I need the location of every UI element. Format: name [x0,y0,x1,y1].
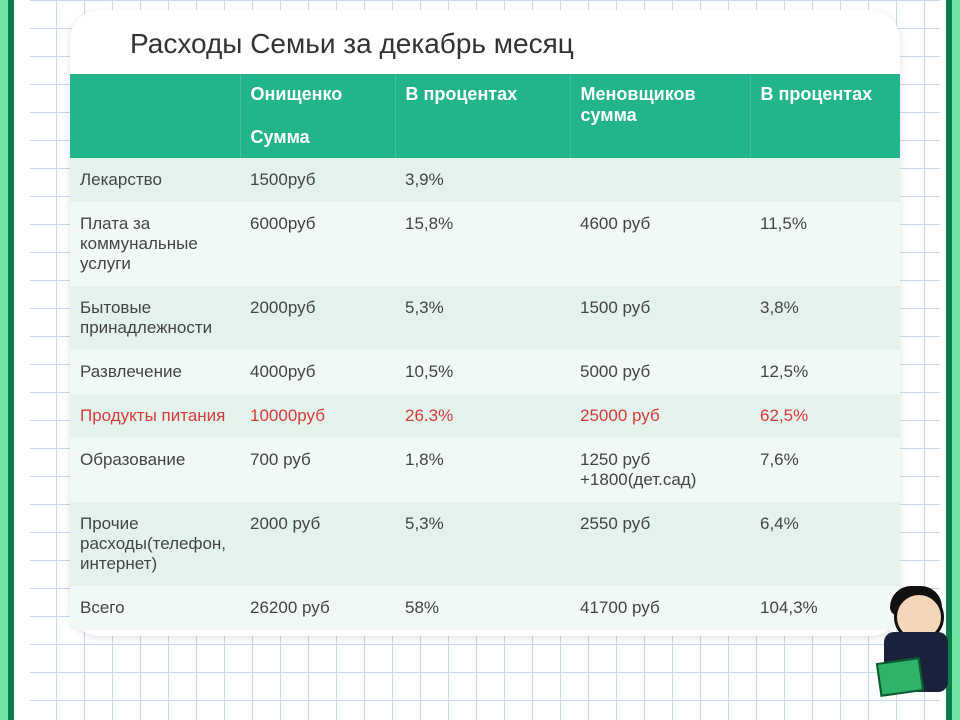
table-cell: 25000 руб [570,394,750,438]
table-cell: 15,8% [395,202,570,286]
table-header: Онищенко Сумма В процентах Меновщиков су… [70,74,900,158]
col-header-top: В процентах [761,84,873,104]
table-cell: 1,8% [395,438,570,502]
table-row: Плата за коммунальные услуги6000руб15,8%… [70,202,900,286]
table-row: Развлечение4000руб10,5%5000 руб12,5% [70,350,900,394]
table-row: Лекарство1500руб3,9% [70,158,900,202]
table-cell: Лекарство [70,158,240,202]
table-row: Всего26200 руб58%41700 руб104,3% [70,586,900,630]
col-header-category [70,74,240,158]
col-header-percent-2: В процентах [750,74,900,158]
table-cell: 6,4% [750,502,900,586]
expenses-table: Онищенко Сумма В процентах Меновщиков су… [70,74,901,630]
table-cell: 12,5% [750,350,900,394]
table-cell: 11,5% [750,202,900,286]
table-cell: 5,3% [395,286,570,350]
table-cell: 26200 руб [240,586,395,630]
table-cell: 2000руб [240,286,395,350]
table-cell: 2550 руб [570,502,750,586]
table-cell: Продукты питания [70,394,240,438]
table-cell: Всего [70,586,240,630]
table-row: Прочие расходы(телефон, интернет)2000 ру… [70,502,900,586]
table-cell: 700 руб [240,438,395,502]
col-header-menovshchikov: Меновщиков сумма [570,74,750,158]
table-row: Образование700 руб1,8%1250 руб +1800(дет… [70,438,900,502]
table-cell: 62,5% [750,394,900,438]
binding-left [0,0,30,720]
table-cell: Образование [70,438,240,502]
table-cell: 3,9% [395,158,570,202]
table-cell: 1250 руб +1800(дет.сад) [570,438,750,502]
col-header-percent-1: В процентах [395,74,570,158]
table-cell: Прочие расходы(телефон, интернет) [70,502,240,586]
content-card: Расходы Семьи за декабрь месяц Онищенко … [70,10,900,636]
table-cell: 7,6% [750,438,900,502]
table-cell: 1500 руб [570,286,750,350]
table-cell [750,158,900,202]
table-cell: 10000руб [240,394,395,438]
page-title: Расходы Семьи за декабрь месяц [70,20,900,74]
col-header-onishchenko: Онищенко Сумма [240,74,395,158]
table-cell: Плата за коммунальные услуги [70,202,240,286]
table-cell: 4600 руб [570,202,750,286]
table-cell: 6000руб [240,202,395,286]
table-cell: Развлечение [70,350,240,394]
person-illustration [876,586,956,716]
table-row: Бытовые принадлежности2000руб5,3%1500 ру… [70,286,900,350]
table-cell: 1500руб [240,158,395,202]
table-cell: 58% [395,586,570,630]
table-cell: 26.3% [395,394,570,438]
table-cell: 5000 руб [570,350,750,394]
table-cell: 41700 руб [570,586,750,630]
table-body: Лекарство1500руб3,9%Плата за коммунальны… [70,158,900,630]
table-cell: 4000руб [240,350,395,394]
col-header-top: Онищенко [251,84,343,104]
table-cell: 5,3% [395,502,570,586]
col-header-top: В процентах [406,84,518,104]
table-row: Продукты питания10000руб26.3%25000 руб62… [70,394,900,438]
table-cell: 2000 руб [240,502,395,586]
person-book [876,657,924,697]
table-cell [570,158,750,202]
col-header-bottom: Сумма [251,127,385,148]
table-cell: 10,5% [395,350,570,394]
col-header-top: Меновщиков сумма [581,84,696,125]
table-cell: Бытовые принадлежности [70,286,240,350]
table-cell: 3,8% [750,286,900,350]
